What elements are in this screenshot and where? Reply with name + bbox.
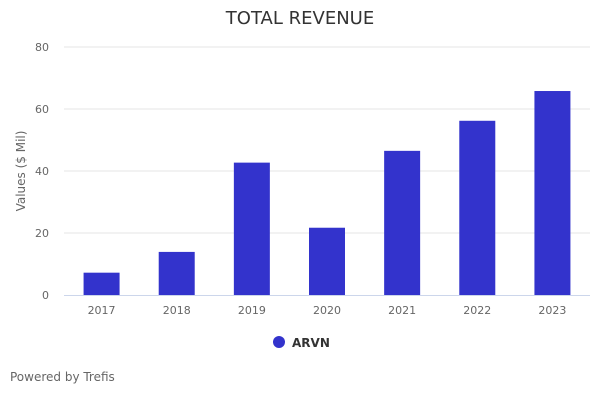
bar-2021[interactable] bbox=[384, 150, 421, 295]
gridlines bbox=[64, 46, 590, 234]
y-tick-label: 60 bbox=[35, 103, 49, 116]
x-tick-label: 2019 bbox=[238, 304, 266, 317]
bar-2020[interactable] bbox=[309, 227, 345, 295]
bar-2018[interactable] bbox=[158, 251, 195, 295]
x-tick-label: 2017 bbox=[88, 304, 116, 317]
y-tick-label: 40 bbox=[35, 165, 49, 178]
y-tick-labels: 0 20 40 60 80 bbox=[35, 41, 49, 302]
y-tick-label: 0 bbox=[42, 289, 49, 302]
bars bbox=[83, 91, 571, 296]
x-tick-label: 2023 bbox=[538, 304, 566, 317]
x-tick-labels: 2017 2018 2019 2020 2021 2022 2023 bbox=[88, 304, 567, 317]
bar-2023[interactable] bbox=[534, 91, 571, 296]
legend-item[interactable]: ARVN bbox=[273, 336, 330, 350]
x-tick-label: 2020 bbox=[313, 304, 341, 317]
bar-2019[interactable] bbox=[233, 162, 270, 295]
legend-label: ARVN bbox=[292, 336, 330, 350]
y-axis-label: Values ($ Mil) bbox=[14, 131, 28, 212]
bar-2022[interactable] bbox=[459, 120, 496, 295]
chart-title: TOTAL REVENUE bbox=[225, 8, 374, 29]
x-tick-label: 2022 bbox=[463, 304, 491, 317]
legend-marker-icon bbox=[273, 336, 285, 348]
y-tick-label: 80 bbox=[35, 41, 49, 54]
y-tick-label: 20 bbox=[35, 227, 49, 240]
bar-2017[interactable] bbox=[83, 272, 120, 295]
x-tick-label: 2018 bbox=[163, 304, 191, 317]
powered-by-credit[interactable]: Powered by Trefis bbox=[10, 370, 115, 384]
x-tick-label: 2021 bbox=[388, 304, 416, 317]
